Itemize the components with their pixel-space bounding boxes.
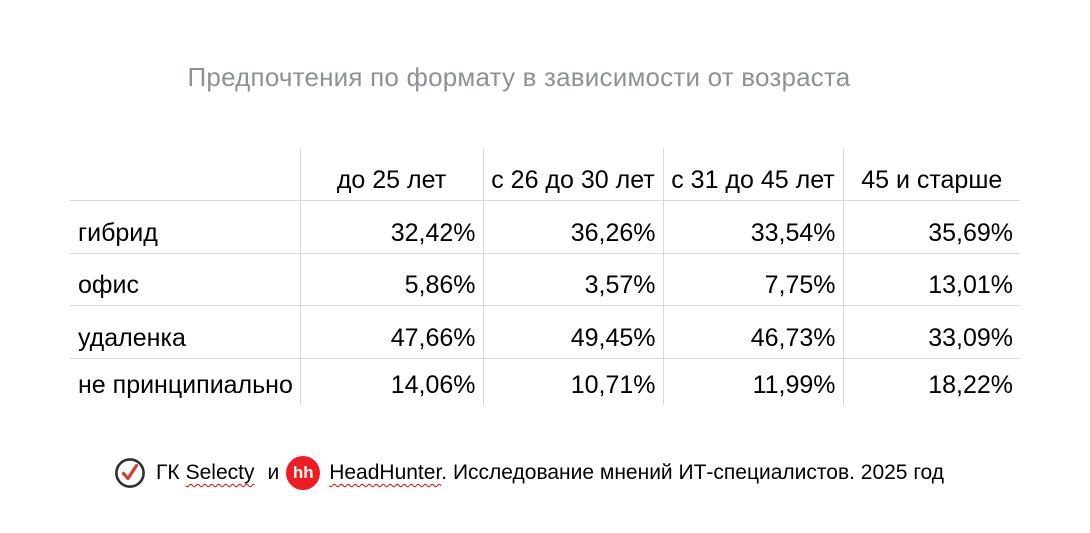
footer: ГК Selecty и hh HeadHunter. Исследование… bbox=[0, 453, 1074, 493]
row-label-udalenka: удаленка bbox=[70, 305, 300, 359]
cell-value: 47,66% bbox=[299, 305, 483, 359]
selecty-check-icon bbox=[114, 457, 146, 489]
footer-caption: HeadHunter. Исследование мнений ИТ-специ… bbox=[329, 461, 944, 485]
column-header-45-plus: 45 и старше bbox=[842, 148, 1020, 201]
column-header-26-30: с 26 до 30 лет bbox=[482, 148, 663, 201]
cell-value: 33,54% bbox=[662, 200, 843, 254]
column-header-do-25: до 25 лет bbox=[299, 148, 483, 201]
cell-value: 18,22% bbox=[842, 358, 1020, 405]
cell-value: 3,57% bbox=[482, 253, 663, 306]
selecty-prefix-label: ГК bbox=[155, 461, 180, 484]
cell-value: 14,06% bbox=[299, 358, 483, 405]
cell-value: 13,01% bbox=[842, 253, 1020, 306]
cell-value: 33,09% bbox=[842, 305, 1020, 359]
preferences-table: до 25 лет с 26 до 30 лет с 31 до 45 лет … bbox=[70, 148, 1020, 405]
column-header-31-45: с 31 до 45 лет bbox=[662, 148, 843, 201]
conjunction-label: и bbox=[267, 461, 280, 484]
table-header-row: до 25 лет с 26 до 30 лет с 31 до 45 лет … bbox=[70, 148, 1020, 201]
footer-caption-tail: . Исследование мнений ИТ-специалистов. 2… bbox=[441, 461, 944, 484]
cell-value: 32,42% bbox=[299, 200, 483, 254]
cell-value: 10,71% bbox=[482, 358, 663, 405]
headhunter-logo-icon: hh bbox=[286, 456, 321, 490]
hh-logo-text: hh bbox=[292, 463, 314, 482]
cell-value: 49,45% bbox=[482, 305, 663, 359]
cell-value: 35,69% bbox=[842, 200, 1020, 254]
row-label-ne-printsipialno: не принципиально bbox=[78, 371, 293, 399]
headhunter-name-label: HeadHunter bbox=[329, 461, 442, 484]
cell-value: 5,86% bbox=[299, 253, 483, 306]
cell-value: 7,75% bbox=[662, 253, 843, 306]
cell-value: 46,73% bbox=[662, 305, 843, 359]
row-label-ofis: офис bbox=[70, 253, 300, 306]
table-row: офис 5,86% 3,57% 7,75% 13,01% bbox=[70, 253, 1020, 306]
table-row: не принципиально 14,06% 10,71% 11,99% 18… bbox=[70, 358, 1020, 405]
cell-value: 36,26% bbox=[482, 200, 663, 254]
row-label-gibrid: гибрид bbox=[70, 200, 300, 254]
cell-value: 11,99% bbox=[662, 358, 843, 405]
corner-cell bbox=[70, 148, 300, 201]
table-row: гибрид 32,42% 36,26% 33,54% 35,69% bbox=[70, 200, 1020, 254]
page-title: Предпочтения по формату в зависимости от… bbox=[187, 62, 851, 92]
selecty-name-label: Selecty bbox=[185, 461, 255, 484]
table-row: удаленка 47,66% 49,45% 46,73% 33,09% bbox=[70, 305, 1020, 359]
